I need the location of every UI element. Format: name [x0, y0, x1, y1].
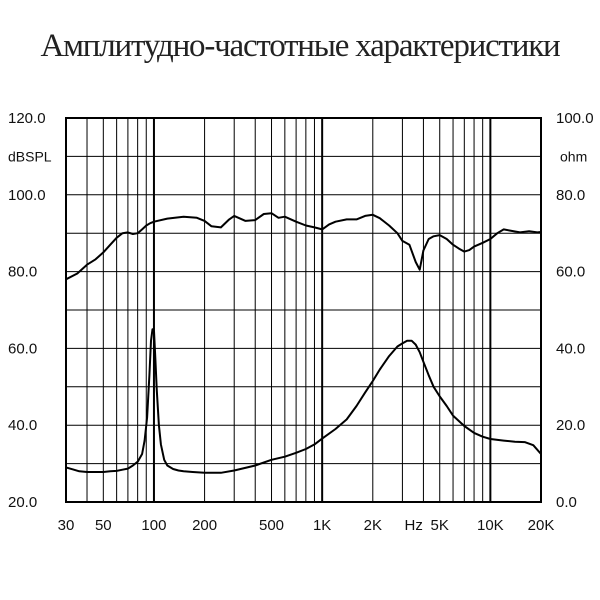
series-layer: [65, 212, 542, 474]
right-tick-label: 20.0: [556, 417, 585, 434]
right-axis-unit: ohm: [560, 148, 587, 164]
x-tick-label: 50: [95, 517, 112, 534]
x-tick-label: Hz: [405, 517, 423, 534]
x-tick-label: 5K: [431, 517, 449, 534]
left-tick-label: 80.0: [8, 264, 37, 281]
x-tick-label: 30: [58, 517, 75, 534]
x-tick-label: 100: [141, 517, 166, 534]
right-tick-label: 0.0: [556, 494, 577, 511]
left-tick-label: 60.0: [8, 340, 37, 357]
left-tick-label: 100.0: [8, 187, 46, 204]
impedance-curve: [65, 328, 542, 474]
left-axis-unit: dBSPL: [8, 148, 52, 164]
right-tick-label: 60.0: [556, 264, 585, 281]
left-tick-label: 20.0: [8, 494, 37, 511]
spl-curve: [65, 212, 542, 281]
tick-labels: 120.0 100.0 80.0 60.0 40.0 20.0 100.0 80.0 60.0 4…: [8, 110, 594, 534]
x-tick-label: 20K: [528, 517, 555, 534]
right-tick-label: 80.0: [556, 187, 585, 204]
left-tick-label: 40.0: [8, 417, 37, 434]
x-tick-label: 2K: [364, 517, 382, 534]
right-tick-label: 100.0: [556, 110, 594, 127]
chart-title: Амплитудно-частотные характеристики: [40, 28, 560, 64]
x-tick-label: 200: [192, 517, 217, 534]
grid: [66, 118, 541, 502]
plot-frame: [65, 117, 542, 503]
x-tick-label: 10K: [477, 517, 504, 534]
x-tick-label: 500: [259, 517, 284, 534]
right-tick-label: 40.0: [556, 340, 585, 357]
left-tick-label: 120.0: [8, 110, 46, 127]
x-tick-label: 1K: [313, 517, 331, 534]
